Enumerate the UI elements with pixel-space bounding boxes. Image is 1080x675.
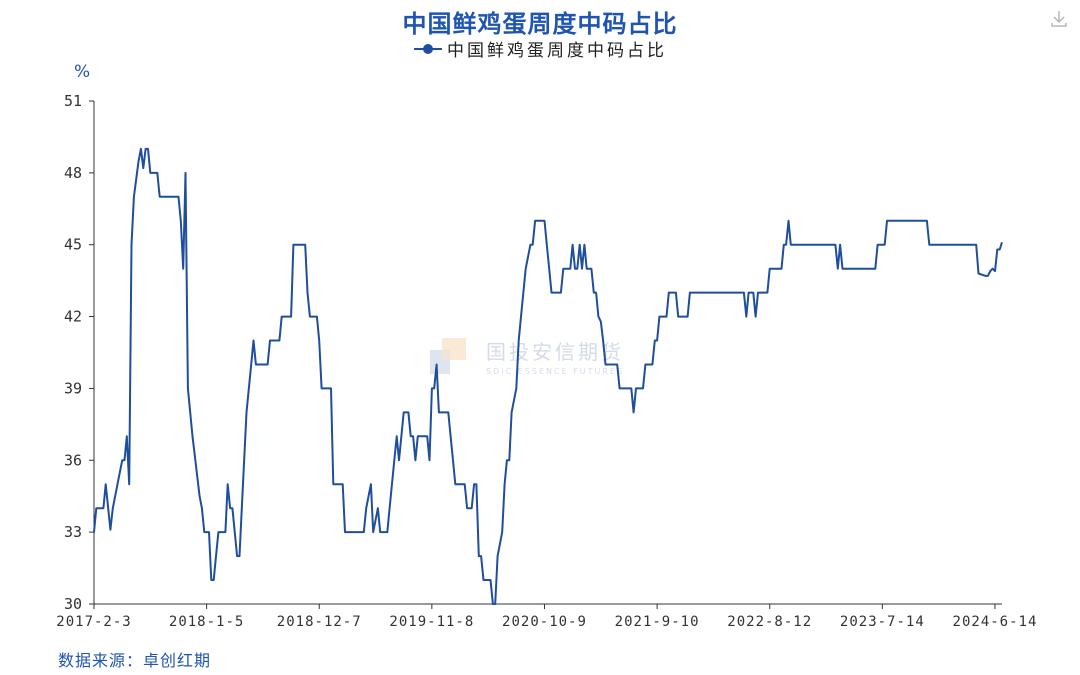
x-tick-label: 2022-8-12 — [727, 614, 812, 630]
legend-line-marker-icon — [414, 43, 442, 54]
y-tick-label: 33 — [64, 523, 82, 541]
y-tick-label: 42 — [64, 308, 82, 326]
legend[interactable]: 中国鲜鸡蛋周度中码占比 — [0, 36, 1080, 61]
x-tick-label: 2018-12-7 — [277, 614, 362, 630]
y-tick-label: 45 — [64, 236, 82, 254]
y-tick-label: 51 — [64, 92, 82, 110]
y-axis: 30 33 36 39 42 45 48 51 — [64, 92, 95, 613]
series-line — [93, 147, 1003, 605]
x-tick-label: 2021-9-10 — [615, 614, 700, 630]
y-tick-label: 39 — [64, 379, 82, 397]
company-logo-icon — [430, 338, 466, 374]
download-icon[interactable] — [1048, 8, 1070, 30]
y-tick-label: 30 — [64, 595, 82, 613]
x-tick-label: 2024-6-14 — [953, 614, 1038, 630]
x-tick-label: 2018-1-5 — [169, 614, 244, 630]
watermark: 国投安信期货 SDIC ESSENCE FUTURES — [428, 336, 624, 376]
x-tick-label: 2017-2-3 — [56, 614, 131, 630]
y-tick-label: 48 — [64, 164, 82, 182]
watermark-en: SDIC ESSENCE FUTURES — [486, 367, 625, 376]
chart-title: 中国鲜鸡蛋周度中码占比 — [402, 10, 678, 38]
x-tick-label: 2020-10-9 — [502, 614, 587, 630]
legend-label: 中国鲜鸡蛋周度中码占比 — [447, 41, 667, 61]
y-axis-unit: % — [74, 62, 91, 82]
x-axis: 2017-2-3 2018-1-5 2018-12-7 2019-11-8 2020-1… — [56, 603, 1038, 630]
watermark-cn: 国投安信期货 — [486, 340, 624, 364]
y-tick-label: 36 — [64, 451, 82, 469]
data-source: 数据来源：卓创红期 — [58, 651, 212, 670]
x-tick-label: 2019-11-8 — [389, 614, 474, 630]
x-tick-label: 2023-7-14 — [840, 614, 925, 630]
